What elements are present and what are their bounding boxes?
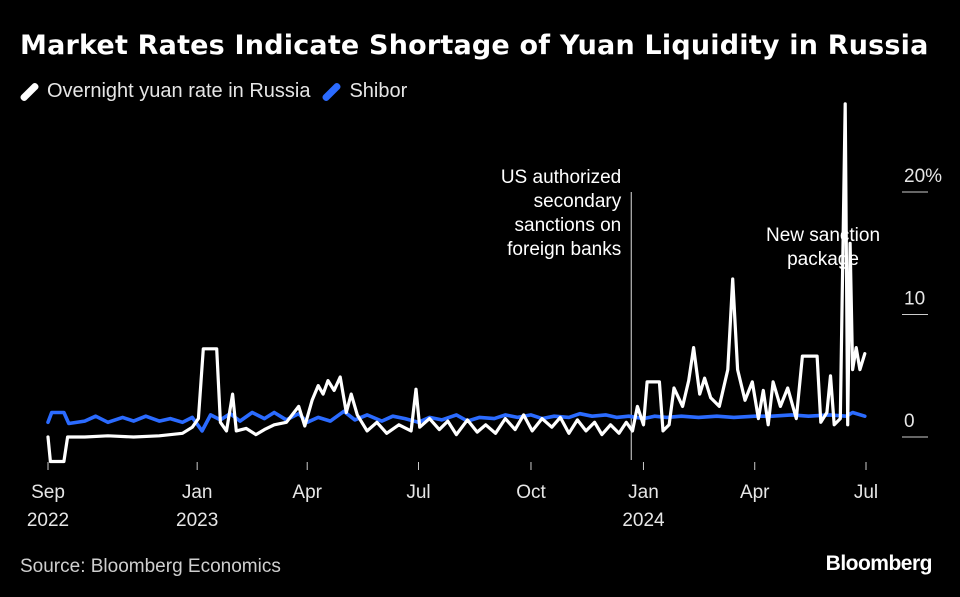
y-tick-label: 10 [904,289,925,310]
legend-label-shibor: Shibor [349,80,408,102]
legend-label-overnight: Overnight yuan rate in Russia [47,80,311,102]
annotation-text: package [787,249,859,270]
series-line-overnight [46,102,867,464]
annotation-text: New sanction [766,225,880,246]
legend-item-shibor: Shibor [321,80,408,103]
annotation-text: sanctions on [515,215,622,236]
x-tick-year-label: 2023 [176,510,218,531]
x-tick-label: Sep [31,482,65,503]
x-tick-label: Jan [628,482,659,503]
legend-item-overnight: Overnight yuan rate in Russia [19,80,311,103]
annotation-text: secondary [534,191,622,212]
y-tick-label: 0 [904,411,915,432]
x-tick-year-label: 2024 [622,510,665,531]
x-tick-label: Oct [516,482,546,503]
x-tick-label: Apr [740,482,770,503]
annotation-text: foreign banks [507,239,621,260]
x-tick-year-label: 2022 [27,510,69,531]
x-tick-label: Jul [854,482,878,503]
source-note: Source: Bloomberg Economics [20,556,281,577]
bloomberg-logo: Bloomberg [825,552,933,575]
y-tick-label: 20% [904,166,942,187]
x-tick-label: Jan [182,482,213,503]
annotation-text: US authorized [501,167,621,188]
series-line-shibor [46,409,867,433]
x-tick-label: Jul [406,482,430,503]
chart-title: Market Rates Indicate Shortage of Yuan L… [20,30,929,61]
x-tick-label: Apr [292,482,322,503]
legend: Overnight yuan rate in Russia Shibor [19,80,419,103]
